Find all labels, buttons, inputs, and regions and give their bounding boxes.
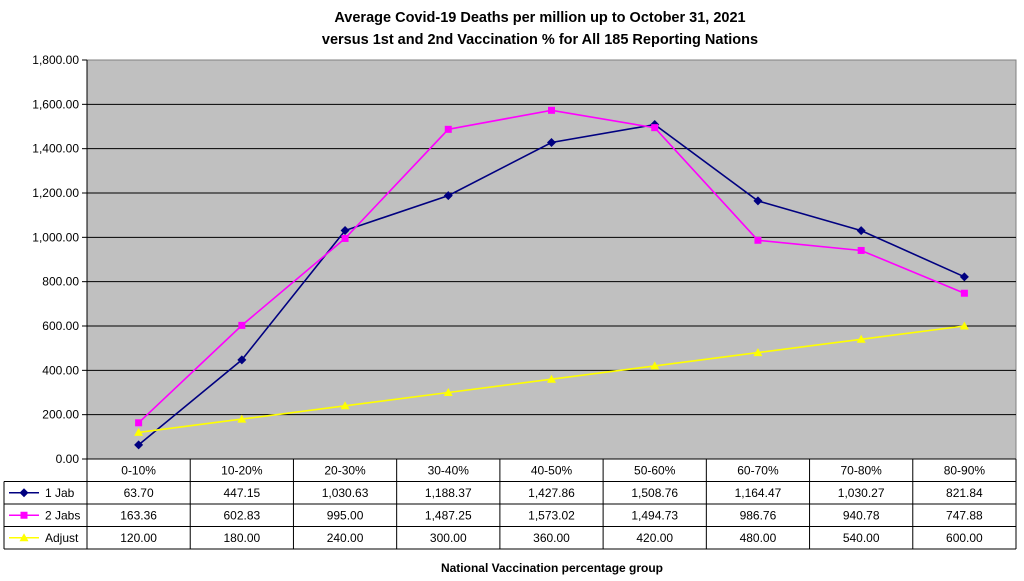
- chart-title-line-1: Average Covid-19 Deaths per million up t…: [334, 10, 745, 26]
- data-label: 1,164.47: [735, 486, 782, 500]
- data-label: 540.00: [843, 531, 880, 545]
- data-point: [341, 234, 349, 242]
- data-point: [237, 355, 247, 365]
- data-label: 747.88: [946, 508, 983, 522]
- x-tick-label: 70-80%: [840, 463, 882, 477]
- data-point: [856, 334, 866, 343]
- x-axis-label: National Vaccination percentage group: [441, 561, 663, 575]
- x-tick-label: 40-50%: [531, 463, 573, 477]
- plot-area: 0.00 200.00 400.00 600.00 800.00 1,000.00 1,20…: [32, 53, 1017, 466]
- data-point: [443, 191, 453, 201]
- data-label: 420.00: [636, 531, 673, 545]
- data-point: [650, 361, 660, 370]
- legend-entry: 2 Jabs: [45, 508, 80, 522]
- x-tick-label: 10-20%: [221, 463, 263, 477]
- legend-entry: 1 Jab: [45, 486, 75, 500]
- x-tick-label: 60-70%: [737, 463, 779, 477]
- data-label: 1,573.02: [528, 508, 575, 522]
- y-tick-label: 1,600.00: [32, 97, 79, 111]
- data-label: 1,188.37: [425, 486, 472, 500]
- data-label: 120.00: [120, 531, 157, 545]
- data-label: 240.00: [327, 531, 364, 545]
- legend-marker: [19, 488, 29, 498]
- data-label: 180.00: [223, 531, 260, 545]
- data-label: 986.76: [740, 508, 777, 522]
- y-tick-label: 200.00: [42, 408, 79, 422]
- data-label: 300.00: [430, 531, 467, 545]
- y-tick-label: 1,000.00: [32, 230, 79, 244]
- data-point: [651, 124, 659, 132]
- data-label: 995.00: [327, 508, 364, 522]
- data-label: 1,030.63: [322, 486, 369, 500]
- data-point: [754, 236, 762, 244]
- data-label: 1,427.86: [528, 486, 575, 500]
- data-point: [237, 414, 247, 423]
- legend-marker: [20, 511, 28, 519]
- y-tick-label: 1,200.00: [32, 186, 79, 200]
- data-point: [547, 374, 556, 383]
- y-tick-label: 0.00: [56, 452, 80, 466]
- data-point: [134, 427, 144, 436]
- data-label: 600.00: [946, 531, 983, 545]
- x-tick-label: 50-60%: [634, 463, 676, 477]
- data-label: 602.83: [223, 508, 260, 522]
- data-point: [135, 419, 143, 427]
- data-label: 1,487.25: [425, 508, 472, 522]
- y-tick-label: 600.00: [42, 319, 79, 333]
- x-tick-label: 30-40%: [428, 463, 470, 477]
- data-label: 1,030.27: [838, 486, 885, 500]
- x-tick-label: 0-10%: [121, 463, 156, 477]
- data-point: [857, 246, 865, 254]
- x-tick-label: 80-90%: [944, 463, 986, 477]
- data-label: 821.84: [946, 486, 983, 500]
- data-label: 1,494.73: [631, 508, 678, 522]
- plot-background: [86, 59, 1017, 460]
- y-tick-label: 1,800.00: [32, 53, 79, 67]
- data-point: [548, 106, 555, 114]
- data-point: [238, 321, 246, 329]
- legend-marker: [19, 533, 29, 542]
- data-point: [959, 321, 969, 330]
- chart-title-line-2: versus 1st and 2nd Vaccination % for All…: [322, 32, 758, 48]
- data-point: [960, 289, 968, 297]
- y-tick-label: 1,400.00: [32, 142, 79, 156]
- data-label: 63.70: [124, 486, 154, 500]
- data-point: [443, 388, 453, 396]
- data-label: 163.36: [120, 508, 157, 522]
- x-tick-label: 20-30%: [324, 463, 366, 477]
- data-label: 360.00: [533, 531, 570, 545]
- data-point: [856, 226, 866, 236]
- data-table: 0-10% 10-20% 20-30% 30-40% 40-50% 50-60% 60-70…: [3, 458, 1017, 550]
- data-point: [753, 196, 763, 206]
- data-point: [134, 440, 144, 450]
- data-point: [547, 137, 556, 147]
- data-point: [959, 272, 969, 282]
- y-tick-label: 400.00: [42, 363, 79, 377]
- data-point: [753, 348, 763, 357]
- data-label: 447.15: [223, 486, 260, 500]
- data-point: [340, 226, 350, 236]
- legend-entry: Adjust: [45, 531, 79, 545]
- y-tick-label: 800.00: [42, 275, 79, 289]
- data-point: [340, 401, 350, 410]
- data-point: [444, 125, 452, 133]
- data-label: 480.00: [740, 531, 777, 545]
- data-label: 940.78: [843, 508, 880, 522]
- data-label: 1,508.76: [631, 486, 678, 500]
